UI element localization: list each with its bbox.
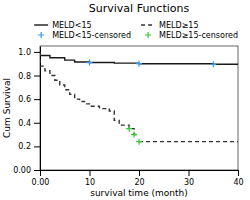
y-tick-label: 0.2 [18, 142, 31, 151]
legend-label: MELD<15 [52, 21, 91, 30]
x-tick: 30 [184, 170, 194, 187]
legend-label: MELD≥15-censored [159, 31, 238, 40]
censor-mark [131, 132, 137, 138]
x-tick: 40 [233, 170, 243, 187]
y-tick-mark [34, 123, 40, 124]
y-tick: 0.00 [13, 166, 40, 175]
y-tick-label: 0.4 [18, 119, 31, 128]
chart: 0.00 10 20 30 40 0.00 0.2 0.4 0.6 0.8 1.0 Survival … [0, 0, 250, 200]
y-tick-mark [34, 170, 40, 171]
x-tick-mark [139, 170, 140, 176]
x-tick-mark [189, 170, 190, 176]
title: Survival Functions [89, 2, 190, 15]
x-tick: 10 [85, 170, 95, 187]
legend-symbol [145, 32, 151, 38]
y-axis-line [40, 47, 41, 171]
censor-mark [136, 61, 142, 67]
legend-label: MELD<15-censored [52, 31, 131, 40]
y-axis: 0.00 0.2 0.4 0.6 0.8 1.0 [13, 47, 40, 176]
legend-symbol [141, 24, 155, 25]
x-tick-mark [90, 170, 91, 176]
x-tick: 20 [134, 170, 144, 187]
y-tick: 0.6 [18, 95, 40, 104]
legend: MELD<15 MELD≥15 MELD<15-censored MELD≥15-ce… [34, 21, 238, 40]
censor-mark [87, 60, 93, 66]
x-axis-title: survival time (month) [90, 188, 188, 198]
y-tick: 1.0 [18, 48, 40, 57]
y-tick-label: 0.00 [13, 166, 31, 175]
y-tick: 0.8 [18, 72, 40, 81]
x-tick-label: 20 [134, 178, 144, 187]
censor-mark [210, 61, 216, 67]
legend-entry: MELD<15 [34, 21, 91, 30]
y-tick-mark [34, 146, 40, 147]
x-tick: 0.00 [32, 170, 50, 187]
survival-line [139, 141, 238, 142]
x-tick-mark [40, 170, 41, 176]
x-tick-label: 10 [85, 178, 95, 187]
y-tick: 0.2 [18, 142, 40, 151]
censor-mark [126, 126, 132, 132]
y-tick-mark [34, 76, 40, 77]
legend-symbol [38, 32, 44, 38]
survival-line [40, 52, 139, 135]
y-axis-title: Cum Survival [2, 78, 12, 138]
legend-entry: MELD≥15 [141, 21, 198, 30]
plot-frame [40, 46, 238, 170]
x-tick-mark [238, 170, 239, 176]
x-tick-label: 40 [233, 178, 243, 187]
legend-entry: MELD<15-censored [38, 31, 131, 40]
y-tick-mark [34, 99, 40, 100]
legend-entry: MELD≥15-censored [145, 31, 238, 40]
censor-mark [136, 139, 142, 145]
legend-symbol [34, 24, 48, 25]
x-tick-label: 0.00 [32, 178, 50, 187]
x-tick-label: 30 [184, 178, 194, 187]
plot-area [40, 52, 238, 145]
legend-label: MELD≥15 [159, 21, 198, 30]
x-axis: 0.00 10 20 30 40 [32, 170, 244, 187]
y-tick: 0.4 [18, 119, 40, 128]
y-tick-label: 0.8 [18, 72, 31, 81]
y-tick-label: 1.0 [18, 48, 31, 57]
y-tick-label: 0.6 [18, 95, 31, 104]
y-tick-mark [34, 52, 40, 53]
